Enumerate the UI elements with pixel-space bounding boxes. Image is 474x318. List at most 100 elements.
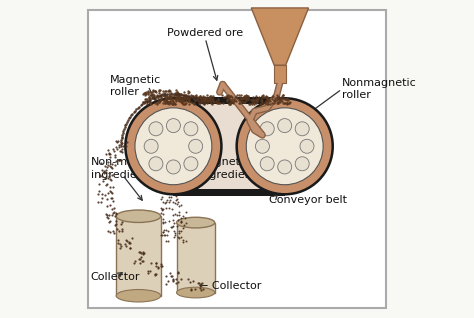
Point xyxy=(106,170,113,175)
Point xyxy=(164,228,171,233)
Point xyxy=(173,91,181,96)
Point xyxy=(180,99,187,104)
Point xyxy=(273,101,281,106)
Point xyxy=(264,95,272,100)
Point xyxy=(182,100,190,105)
Point xyxy=(98,195,106,200)
Point xyxy=(128,236,136,241)
Point xyxy=(241,100,248,105)
Point xyxy=(162,93,170,98)
Point xyxy=(143,99,151,104)
Point xyxy=(159,207,167,212)
Point xyxy=(173,277,180,282)
Point xyxy=(269,94,276,100)
Point xyxy=(242,97,250,102)
Point xyxy=(243,93,251,98)
Point xyxy=(199,287,207,292)
Point xyxy=(182,96,190,101)
Point xyxy=(272,98,279,103)
Point xyxy=(246,101,254,107)
Point xyxy=(134,105,141,110)
Point xyxy=(175,97,183,102)
Point xyxy=(162,96,169,101)
Point xyxy=(245,94,252,99)
Point xyxy=(273,97,281,102)
Point xyxy=(161,227,168,232)
Point xyxy=(222,93,230,99)
Point xyxy=(253,96,260,101)
Point xyxy=(198,280,205,286)
Point xyxy=(105,173,113,178)
Point xyxy=(179,95,187,100)
Point xyxy=(182,215,189,220)
Point xyxy=(101,176,109,181)
Circle shape xyxy=(238,100,331,193)
Point xyxy=(159,220,166,225)
Point xyxy=(157,261,165,266)
Point xyxy=(274,101,282,106)
Point xyxy=(209,94,217,99)
Point xyxy=(193,96,201,101)
Point xyxy=(196,93,203,98)
Point xyxy=(173,93,181,98)
Point xyxy=(253,99,260,104)
Circle shape xyxy=(149,122,163,136)
Point xyxy=(178,97,185,102)
Point xyxy=(149,88,157,93)
Point xyxy=(167,98,174,103)
Point xyxy=(159,211,166,216)
Circle shape xyxy=(166,119,181,133)
Point xyxy=(171,101,179,106)
Point xyxy=(103,182,110,187)
Point xyxy=(237,98,245,103)
Point xyxy=(120,127,128,132)
Point xyxy=(153,93,161,98)
Point xyxy=(206,98,213,103)
Circle shape xyxy=(127,100,220,193)
Point xyxy=(188,95,196,100)
Point xyxy=(173,201,181,206)
Point xyxy=(234,96,241,101)
Point xyxy=(152,264,160,269)
Point xyxy=(100,178,107,183)
Point xyxy=(107,203,114,208)
Point xyxy=(175,204,182,209)
Point xyxy=(172,194,180,199)
Point xyxy=(121,242,129,247)
Point xyxy=(176,95,184,100)
Point xyxy=(170,99,177,104)
Point xyxy=(104,228,112,233)
Point xyxy=(243,93,250,98)
Point xyxy=(151,95,158,100)
Point xyxy=(230,96,237,101)
Point xyxy=(162,199,170,204)
Point xyxy=(180,89,188,94)
Point xyxy=(224,93,232,98)
Point xyxy=(227,100,235,105)
Point xyxy=(185,96,192,101)
Point xyxy=(259,93,267,98)
Point xyxy=(190,101,198,106)
Point xyxy=(189,95,196,100)
Point xyxy=(274,94,282,99)
Point xyxy=(242,95,249,100)
Point xyxy=(173,91,181,96)
Point xyxy=(190,278,197,283)
Point xyxy=(113,147,121,152)
Point xyxy=(144,89,152,94)
Point xyxy=(208,101,215,106)
Point xyxy=(185,99,192,104)
Point xyxy=(207,94,214,99)
Point xyxy=(105,212,112,218)
Point xyxy=(116,245,124,250)
Point xyxy=(102,211,109,217)
Point xyxy=(173,90,181,95)
Point xyxy=(257,98,264,103)
Point xyxy=(237,95,245,100)
Circle shape xyxy=(278,119,292,133)
Point xyxy=(172,99,180,104)
Point xyxy=(172,97,180,102)
Point xyxy=(283,101,291,106)
Point xyxy=(116,241,124,246)
Point xyxy=(273,95,281,100)
